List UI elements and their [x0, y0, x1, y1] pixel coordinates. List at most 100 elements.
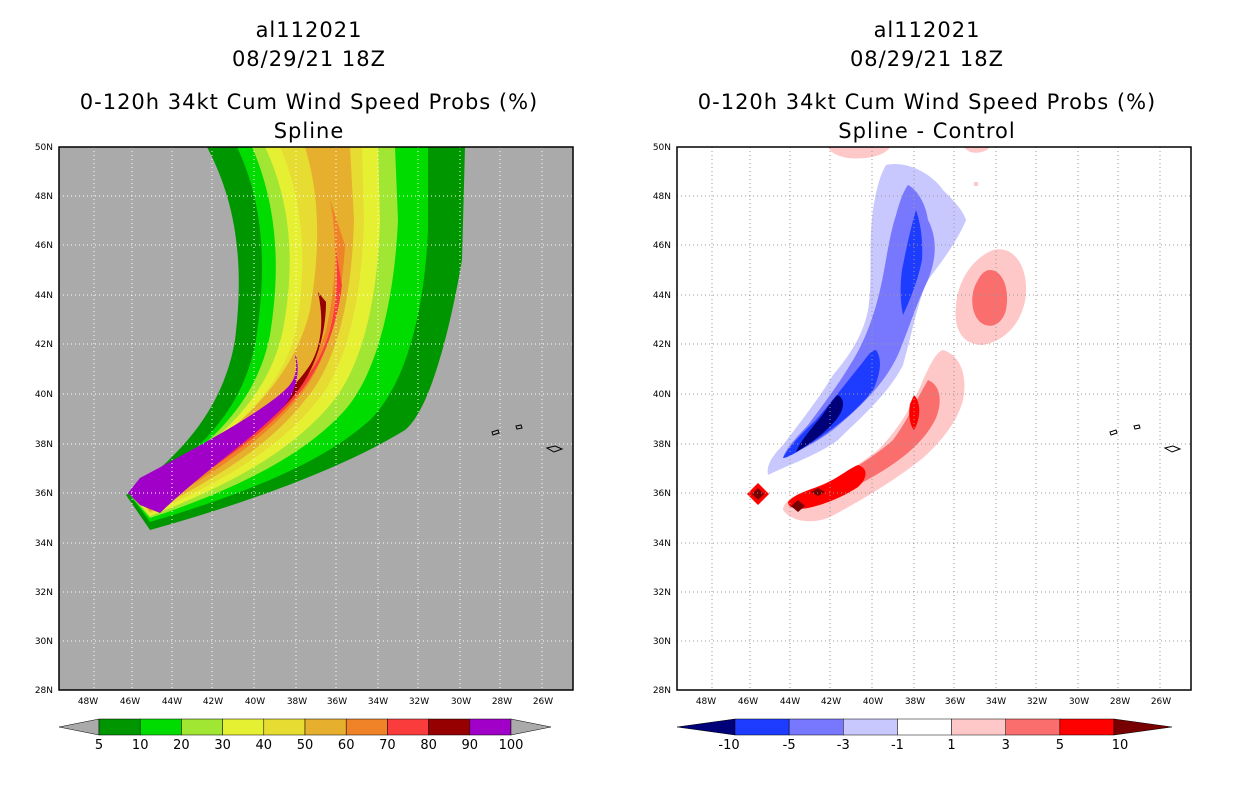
lon-label: 28W — [492, 697, 512, 707]
lon-label: 48W — [696, 697, 716, 707]
lon-label: 44W — [162, 697, 182, 707]
lon-label: 34W — [368, 697, 388, 707]
lat-label: 34N — [653, 539, 671, 549]
lat-label: 46N — [653, 241, 671, 251]
lon-label: 48W — [78, 697, 98, 707]
lon-label: 40W — [863, 697, 883, 707]
colorbar-label: 90 — [462, 738, 479, 753]
colorbar-label: 5 — [1056, 738, 1064, 753]
product-title: 0-120h 34kt Cum Wind Speed Probs (%) — [697, 90, 1157, 114]
right-map-svg: 50N 48N 46N 44N 42N 40N 38N 36N 34N 32N … — [653, 143, 1192, 753]
colorbar-label: 1 — [947, 738, 955, 753]
island-outline — [1163, 445, 1182, 453]
lat-label: 32N — [653, 588, 671, 598]
colorbar-swatch — [222, 718, 265, 736]
colorbar-label: -10 — [718, 738, 739, 753]
colorbar-swatch — [263, 718, 306, 736]
storm-id-title: al112021 — [873, 18, 981, 42]
colorbar-swatch — [1005, 718, 1061, 736]
subtitle: Spline — [273, 119, 345, 143]
colorbar-label: 70 — [379, 738, 396, 753]
left-map — [58, 146, 574, 691]
lon-axis: 48W 46W 44W 42W 40W 38W 36W 34W 32W 30W … — [78, 697, 553, 707]
colorbar-label: -1 — [891, 738, 904, 753]
colorbar-swatch — [387, 718, 429, 736]
colorbar-label: 80 — [420, 738, 437, 753]
lon-label: 32W — [409, 697, 429, 707]
colorbar-label: -5 — [783, 738, 796, 753]
lat-label: 42N — [35, 340, 53, 350]
colorbar-swatch — [98, 718, 141, 736]
storm-id-title: al112021 — [255, 18, 363, 42]
colorbar-label: 10 — [1112, 738, 1129, 753]
colorbar-swatch — [951, 718, 1006, 736]
diff-positive-very-strong — [791, 500, 805, 512]
island-outline — [1133, 424, 1141, 430]
colorbar-swatch — [897, 718, 952, 736]
island-outline — [1109, 429, 1118, 436]
lon-label: 26W — [533, 697, 553, 707]
colorbar-swatch — [428, 718, 471, 736]
diff-positive-weak — [974, 182, 978, 186]
colorbar-swatch — [304, 718, 347, 736]
datetime-title: 08/29/21 18Z — [849, 47, 1005, 71]
diff-positive-very-strong — [752, 488, 764, 500]
lat-label: 44N — [653, 291, 671, 301]
colorbar-label: 60 — [338, 738, 355, 753]
colorbar-label: 30 — [214, 738, 231, 753]
lon-label: 46W — [120, 697, 140, 707]
lat-label: 28N — [35, 686, 53, 696]
colorbar-label: 40 — [256, 738, 273, 753]
left-colorbar: 5 10 20 30 40 50 60 70 80 90 100 — [58, 718, 552, 753]
map-frame — [676, 146, 1192, 691]
subtitle: Spline - Control — [838, 119, 1016, 143]
colorbar-under-arrow — [58, 718, 100, 736]
prob-band-60 — [138, 200, 345, 510]
lat-label: 50N — [35, 143, 53, 153]
diff-positive-mid — [972, 270, 1008, 326]
colorbar-swatch — [469, 718, 512, 736]
right-panel: al112021 08/29/21 18Z 0-120h 34kt Cum Wi… — [618, 0, 1236, 800]
lat-label: 36N — [653, 489, 671, 499]
lat-label: 34N — [35, 539, 53, 549]
colorbar-swatch — [788, 718, 844, 736]
lon-label: 46W — [738, 697, 758, 707]
diff-positive-strong — [909, 395, 920, 430]
lon-label: 28W — [1110, 697, 1130, 707]
lat-label: 38N — [653, 440, 671, 450]
colorbar-swatch — [139, 718, 182, 736]
colorbar-over-arrow — [510, 718, 552, 736]
lon-label: 30W — [1069, 697, 1089, 707]
island-outline — [515, 424, 523, 430]
colorbar-swatch — [345, 718, 388, 736]
lat-label: 50N — [653, 143, 671, 153]
map-frame — [58, 146, 574, 691]
product-title: 0-120h 34kt Cum Wind Speed Probs (%) — [79, 90, 539, 114]
colorbar-label: -3 — [837, 738, 850, 753]
colorbar-under-arrow — [676, 718, 736, 736]
diff-positive-weak — [963, 147, 990, 153]
grid-lines — [59, 147, 573, 690]
lon-axis: 48W 46W 44W 42W 40W 38W 36W 34W 32W 30W … — [696, 697, 1171, 707]
grid-lines — [677, 147, 1191, 690]
datetime-title: 08/29/21 18Z — [231, 47, 387, 71]
lon-label: 38W — [287, 697, 307, 707]
lat-label: 28N — [653, 686, 671, 696]
colorbar-label: 50 — [297, 738, 314, 753]
lat-label: 42N — [653, 340, 671, 350]
lon-label: 44W — [780, 697, 800, 707]
lon-label: 40W — [245, 697, 265, 707]
lon-label: 42W — [203, 697, 223, 707]
colorbar-swatch — [734, 718, 790, 736]
island-outline — [545, 445, 564, 453]
lon-label: 34W — [986, 697, 1006, 707]
lat-label: 40N — [653, 390, 671, 400]
colorbar-label: 100 — [499, 738, 524, 753]
diff-positive-very-strong — [811, 488, 825, 496]
lat-label: 48N — [653, 192, 671, 202]
right-map — [676, 146, 1192, 691]
lon-label: 32W — [1027, 697, 1047, 707]
colorbar-label: 5 — [95, 738, 103, 753]
colorbar-label: 20 — [173, 738, 190, 753]
lon-label: 26W — [1151, 697, 1171, 707]
